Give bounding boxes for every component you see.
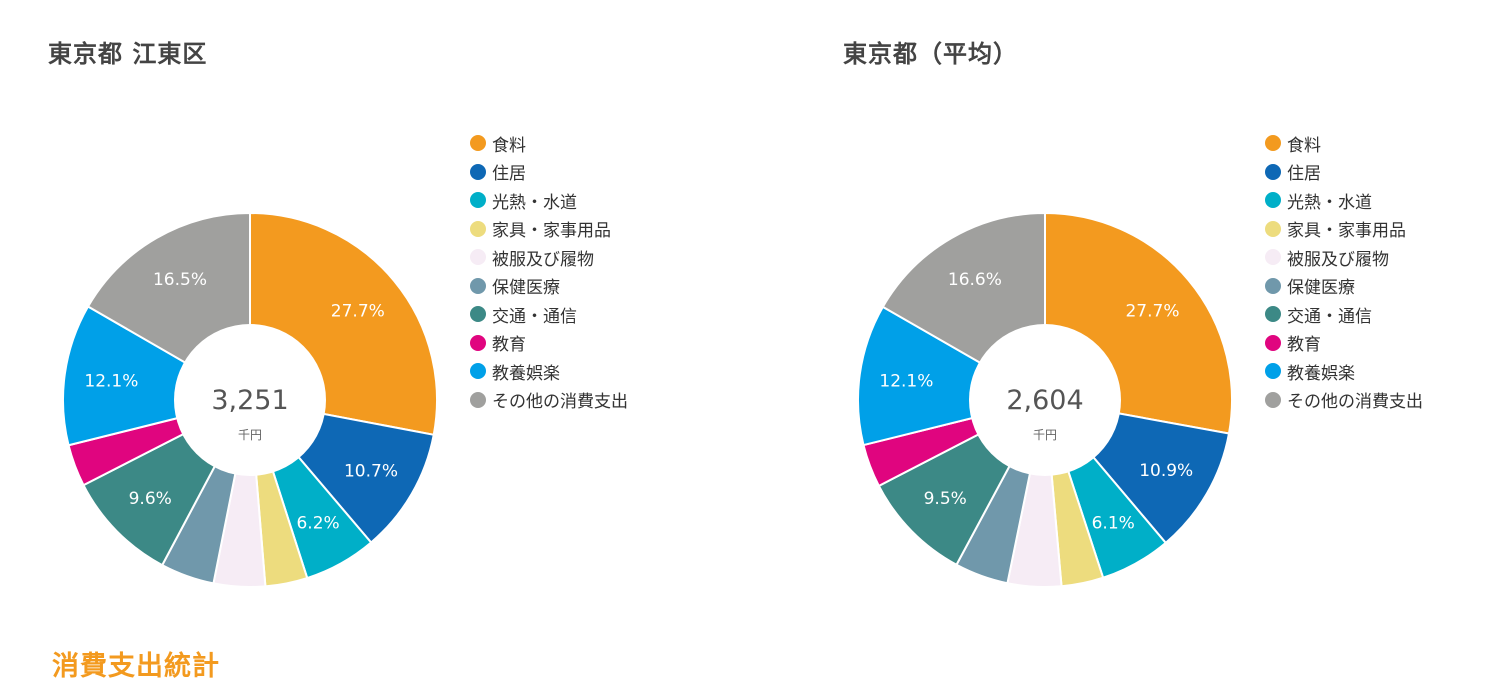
chart-legend: 食料住居光熱・水道家具・家事用品 被服及び履物 保健医療交通・通信教育教養娯楽その他… xyxy=(1265,129,1423,414)
legend-swatch xyxy=(470,220,486,237)
legend-item[interactable]: 被服及び履物 xyxy=(1265,243,1423,272)
donut-hole xyxy=(174,324,326,476)
legend-item[interactable]: 教育 xyxy=(470,329,628,358)
legend-item[interactable]: 住居 xyxy=(1265,158,1423,187)
legend-item[interactable]: 家具・家事用品 xyxy=(470,215,628,244)
slice-label-7: 9.5% xyxy=(924,489,967,509)
legend-item[interactable]: 教育 xyxy=(1265,329,1423,358)
legend-label: 光熱・水道 xyxy=(1287,192,1372,213)
legend-swatch xyxy=(470,249,486,266)
legend-item[interactable]: 教養娯楽 xyxy=(470,357,628,386)
slice-label-1: 27.7% xyxy=(331,302,385,322)
legend-swatch xyxy=(1265,192,1281,209)
slice-label-2: 10.7% xyxy=(344,461,398,481)
legend-item[interactable]: 教養娯楽 xyxy=(1265,357,1423,386)
chart-legend: 食料住居光熱・水道家具・家事用品 被服及び履物 保健医療交通・通信教育教養娯楽その他… xyxy=(470,129,628,414)
legend-swatch xyxy=(1265,277,1281,294)
slice-label-3: 6.1% xyxy=(1092,513,1135,533)
chart-title: 東京都（平均） xyxy=(843,40,1018,68)
legend-label: 光熱・水道 xyxy=(492,192,577,213)
legend-label: 食料 xyxy=(1287,135,1321,156)
legend-swatch xyxy=(470,391,486,408)
legend-label: 保健医療 xyxy=(492,278,560,299)
legend-item[interactable]: 光熱・水道 xyxy=(470,186,628,215)
donut-chart: 27.7% 10.7% 6.2% 9.6% 12.1% 16.5% 3,251 千円 xyxy=(62,211,438,588)
chart-title: 東京都 江東区 xyxy=(48,40,208,68)
center-unit-label: 千円 xyxy=(1033,428,1057,442)
legend-swatch xyxy=(1265,363,1281,380)
legend-item[interactable]: 被服及び履物 xyxy=(470,243,628,272)
chart-panel-tokyo-average: 東京都（平均） 27.7% 10.9% 6.1% 9.5% 12.1% 16.6% 2,6… xyxy=(795,0,1494,620)
legend-label: 教養娯楽 xyxy=(492,363,560,384)
legend-item[interactable]: 食料 xyxy=(1265,129,1423,158)
center-total-value: 3,251 xyxy=(211,385,288,416)
legend-label: その他の消費支出 xyxy=(1287,392,1423,413)
legend-swatch xyxy=(470,163,486,180)
slice-label-7: 9.6% xyxy=(129,489,172,509)
legend-swatch xyxy=(470,277,486,294)
legend-swatch xyxy=(470,306,486,323)
section-title: 消費支出統計 xyxy=(52,651,220,682)
legend-item[interactable]: 保健医療 xyxy=(1265,272,1423,301)
legend-label: 被服及び履物 xyxy=(1287,249,1389,270)
legend-label: 家具・家事用品 xyxy=(492,221,611,242)
legend-label: その他の消費支出 xyxy=(492,392,628,413)
center-unit-label: 千円 xyxy=(238,428,262,442)
legend-label: 食料 xyxy=(492,135,526,156)
legend-swatch xyxy=(470,334,486,351)
legend-swatch xyxy=(1265,306,1281,323)
legend-swatch xyxy=(1265,220,1281,237)
legend-swatch xyxy=(470,135,486,152)
slice-label-3: 6.2% xyxy=(296,513,339,533)
legend-item[interactable]: その他の消費支出 xyxy=(1265,386,1423,415)
legend-swatch xyxy=(1265,135,1281,152)
legend-item[interactable]: 交通・通信 xyxy=(1265,300,1423,329)
legend-item[interactable]: 家具・家事用品 xyxy=(1265,215,1423,244)
legend-label: 教育 xyxy=(492,335,526,356)
slice-label-10: 16.6% xyxy=(948,270,1002,290)
legend-swatch xyxy=(1265,391,1281,408)
legend-label: 教育 xyxy=(1287,335,1321,356)
slice-label-9: 12.1% xyxy=(84,372,138,392)
legend-item[interactable]: 住居 xyxy=(470,158,628,187)
legend-item[interactable]: 食料 xyxy=(470,129,628,158)
legend-label: 住居 xyxy=(492,164,526,185)
legend-swatch xyxy=(470,363,486,380)
legend-label: 交通・通信 xyxy=(1287,306,1372,327)
legend-label: 保健医療 xyxy=(1287,278,1355,299)
donut-hole xyxy=(969,324,1121,476)
legend-label: 住居 xyxy=(1287,164,1321,185)
legend-label: 教養娯楽 xyxy=(1287,363,1355,384)
center-total-value: 2,604 xyxy=(1006,385,1083,416)
legend-swatch xyxy=(470,192,486,209)
legend-swatch xyxy=(1265,163,1281,180)
slice-label-10: 16.5% xyxy=(153,270,207,290)
legend-label: 被服及び履物 xyxy=(492,249,594,270)
slice-label-1: 27.7% xyxy=(1125,301,1179,321)
legend-swatch xyxy=(1265,334,1281,351)
chart-panel-koto: 東京都 江東区 27.7% 10.7% 6.2% 9.6% 12.1% 16.5% 3,2… xyxy=(0,0,747,620)
legend-item[interactable]: 光熱・水道 xyxy=(1265,186,1423,215)
legend-swatch xyxy=(1265,249,1281,266)
slice-label-9: 12.1% xyxy=(879,372,933,392)
slice-label-2: 10.9% xyxy=(1139,461,1193,481)
legend-label: 家具・家事用品 xyxy=(1287,221,1406,242)
legend-item[interactable]: その他の消費支出 xyxy=(470,386,628,415)
legend-item[interactable]: 保健医療 xyxy=(470,272,628,301)
donut-chart: 27.7% 10.9% 6.1% 9.5% 12.1% 16.6% 2,604 千円 xyxy=(857,211,1233,588)
legend-item[interactable]: 交通・通信 xyxy=(470,300,628,329)
legend-label: 交通・通信 xyxy=(492,306,577,327)
